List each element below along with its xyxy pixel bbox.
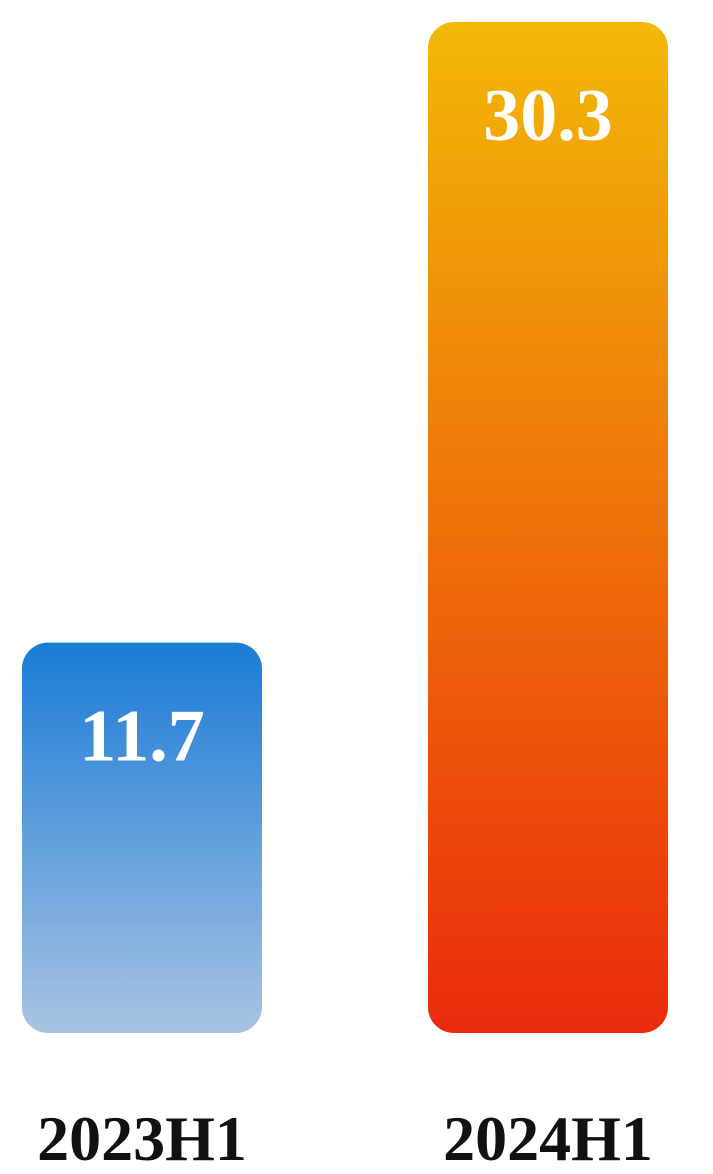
data-label-2024H1: 30.3 <box>483 75 613 157</box>
bar-2024H1 <box>428 22 668 1033</box>
category-label-2024H1: 2024H1 <box>443 1103 653 1174</box>
bar-2023H1 <box>22 642 262 1033</box>
category-label-2023H1: 2023H1 <box>37 1103 247 1174</box>
labels-layer: 2023H1 2024H1 <box>37 1103 653 1174</box>
data-label-2023H1: 11.7 <box>79 696 204 778</box>
bars-layer: 11.7 30.3 <box>22 22 668 1033</box>
